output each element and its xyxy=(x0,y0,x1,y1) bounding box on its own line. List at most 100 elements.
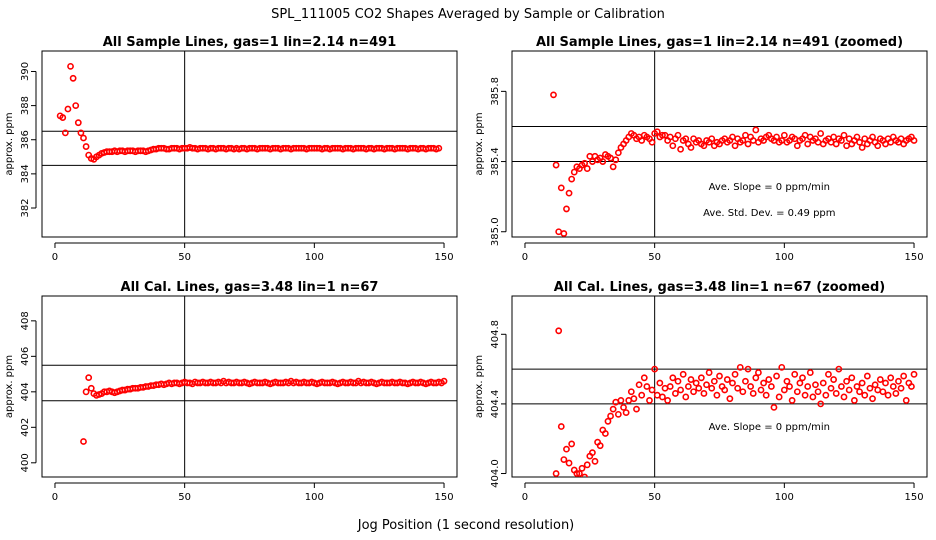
data-point xyxy=(604,417,612,425)
y-tick-label: 406 xyxy=(20,347,31,366)
data-point xyxy=(440,377,448,385)
data-point xyxy=(814,388,822,396)
data-point xyxy=(755,369,762,376)
y-tick-label: 408 xyxy=(20,311,31,330)
y-axis-label: approx. ppm xyxy=(474,112,485,175)
data-point xyxy=(809,393,817,401)
data-point xyxy=(705,369,713,376)
data-point xyxy=(687,376,695,383)
data-point xyxy=(884,391,892,399)
data-point xyxy=(85,374,93,382)
data-point xyxy=(801,391,809,399)
data-point xyxy=(552,470,560,477)
data-point xyxy=(721,386,729,394)
data-point xyxy=(583,165,591,172)
data-point xyxy=(827,384,835,392)
data-point xyxy=(871,381,879,389)
data-point xyxy=(838,137,845,144)
data-point xyxy=(557,184,565,192)
data-point xyxy=(659,393,666,401)
data-point xyxy=(830,376,838,383)
data-point xyxy=(835,365,843,373)
data-point xyxy=(82,388,90,396)
data-point xyxy=(780,131,788,139)
data-point xyxy=(760,379,767,387)
data-point xyxy=(677,145,684,153)
x-tick-label: 150 xyxy=(434,492,453,503)
data-point xyxy=(887,374,895,382)
data-point xyxy=(550,91,557,99)
x-tick-label: 0 xyxy=(522,492,528,503)
x-tick-label: 100 xyxy=(775,252,794,263)
data-point xyxy=(684,383,692,390)
data-point xyxy=(700,390,708,397)
data-point xyxy=(708,135,716,143)
data-point xyxy=(799,374,806,382)
data-point xyxy=(570,168,578,176)
data-point xyxy=(700,142,708,150)
data-point xyxy=(773,372,780,380)
figure-title: SPL_111005 CO2 Shapes Averaged by Sample… xyxy=(271,7,665,22)
y-tick-label: 402 xyxy=(20,418,31,437)
x-tick-label: 0 xyxy=(522,252,528,263)
panel-title: All Cal. Lines, gas=3.48 lin=1 n=67 (zoo… xyxy=(554,280,885,295)
data-point xyxy=(843,377,850,385)
data-point xyxy=(648,386,656,394)
x-tick-label: 0 xyxy=(52,252,58,263)
data-point xyxy=(822,391,830,399)
data-point xyxy=(596,442,604,450)
data-point xyxy=(87,384,95,392)
data-point xyxy=(845,386,853,394)
y-tick-label: 390 xyxy=(20,62,31,81)
y-tick-label: 404.8 xyxy=(490,320,501,349)
data-point xyxy=(726,395,734,403)
annotation: Ave. Slope = 0 ppm/min xyxy=(709,422,830,433)
x-tick-label: 50 xyxy=(178,252,191,263)
data-point xyxy=(64,105,72,113)
data-point xyxy=(863,372,871,380)
y-tick-label: 404 xyxy=(20,382,31,401)
data-point xyxy=(908,383,915,390)
data-point xyxy=(848,374,856,382)
data-point xyxy=(692,379,700,387)
plot-frame xyxy=(511,295,928,478)
x-tick-label: 100 xyxy=(775,492,794,503)
data-point xyxy=(889,383,897,390)
data-point xyxy=(69,74,77,82)
data-point xyxy=(806,369,814,376)
data-point xyxy=(560,230,568,237)
y-axis-label: approx. ppm xyxy=(4,112,15,175)
data-point xyxy=(778,363,786,371)
data-point xyxy=(565,189,573,197)
data-point xyxy=(716,372,723,380)
data-point xyxy=(752,374,760,382)
x-tick-label: 150 xyxy=(904,492,923,503)
data-point xyxy=(793,142,801,150)
data-point xyxy=(793,388,801,396)
data-point xyxy=(817,400,825,408)
x-tick-label: 100 xyxy=(305,252,324,263)
y-tick-label: 385.8 xyxy=(490,77,501,106)
data-point xyxy=(723,376,731,383)
data-point xyxy=(697,374,705,382)
data-point xyxy=(643,383,651,390)
data-point xyxy=(581,473,589,477)
data-point xyxy=(910,137,918,144)
data-point xyxy=(825,370,832,378)
data-point xyxy=(695,384,703,392)
data-point xyxy=(67,62,74,70)
data-points xyxy=(80,374,448,445)
data-point xyxy=(892,390,900,397)
data-point xyxy=(713,391,721,399)
y-axis-label: approx. ppm xyxy=(474,355,485,418)
data-point xyxy=(817,130,825,137)
y-tick-label: 404.0 xyxy=(490,459,501,488)
x-tick-label: 0 xyxy=(52,492,58,503)
figure-xlabel: Jog Position (1 second resolution) xyxy=(357,518,575,533)
data-point xyxy=(656,379,664,387)
data-point xyxy=(910,370,918,378)
data-point xyxy=(902,397,910,404)
data-point xyxy=(812,381,819,389)
data-point xyxy=(617,397,625,404)
x-tick-label: 150 xyxy=(434,252,453,263)
